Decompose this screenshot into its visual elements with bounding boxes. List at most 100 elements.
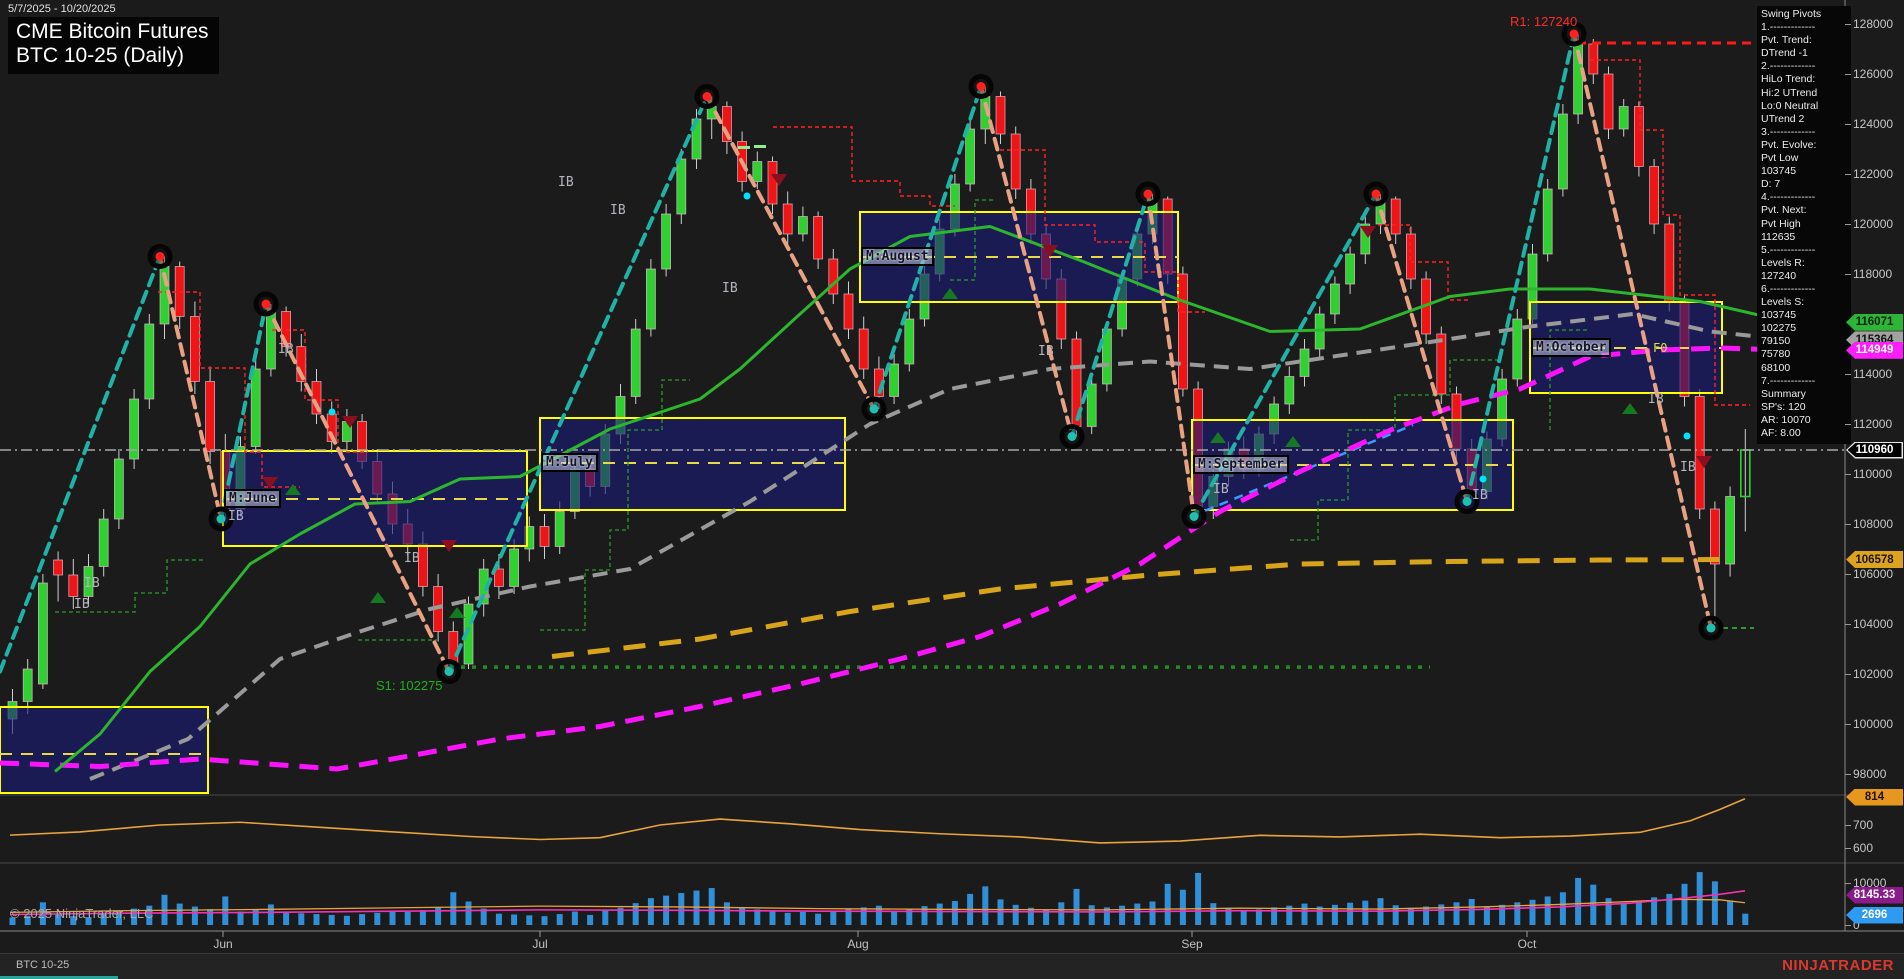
- price-tick-label: 122000: [1853, 167, 1893, 181]
- ib-label: IB: [278, 342, 294, 357]
- x-axis-label: Jun: [213, 937, 232, 951]
- price-tick-label: 102000: [1853, 667, 1893, 681]
- ib-label: IB: [1038, 344, 1054, 359]
- price-tickmark: [1845, 524, 1851, 525]
- ib-label: IB: [74, 597, 90, 612]
- swing-pivots-panel: Swing Pivots1.-------------Pvt. Trend:DT…: [1757, 6, 1851, 444]
- price-tickmark: [1845, 74, 1851, 75]
- price-tickmark: [1845, 24, 1851, 25]
- axis-value-badge: 114949: [1846, 342, 1903, 359]
- swing-panel-line: 79150: [1761, 335, 1851, 348]
- price-tick-label: 128000: [1853, 17, 1893, 31]
- price-tick-label: 104000: [1853, 617, 1893, 631]
- price-tickmark: [1845, 174, 1851, 175]
- price-tick-label: 126000: [1853, 67, 1893, 81]
- x-axis-label: Sep: [1181, 937, 1202, 951]
- swing-panel-line: Pvt Low: [1761, 152, 1851, 165]
- ib-label: IB: [404, 551, 420, 566]
- r1-resistance-label: R1: 127240: [1510, 14, 1577, 29]
- price-tickmark: [1845, 474, 1851, 475]
- price-tick-label: 112000: [1853, 417, 1892, 431]
- swing-panel-line: 7.-------------: [1761, 375, 1851, 388]
- swing-panel-line: Summary: [1761, 388, 1851, 401]
- ib-label: IB: [610, 203, 626, 218]
- swing-panel-line: 75780: [1761, 348, 1851, 361]
- swing-panel-line: AF: 8.00: [1761, 427, 1851, 440]
- x-axis-label: Aug: [847, 937, 868, 951]
- price-tickmark: [1845, 674, 1851, 675]
- volume-panel: [10, 872, 1749, 925]
- ib-label: IB: [558, 175, 574, 190]
- swing-panel-line: DTrend -1: [1761, 47, 1851, 60]
- indicator-tick-label: 600: [1853, 841, 1873, 855]
- month-box-label[interactable]: M:August: [861, 247, 934, 266]
- axis-value-badge-text: 116071: [1848, 315, 1902, 329]
- ninjatrader-logo: NINJATRADER: [1782, 957, 1894, 974]
- axis-value-badge: 2696: [1846, 907, 1903, 924]
- price-tick-label: 120000: [1853, 217, 1893, 231]
- swing-panel-line: Hi:2 UTrend: [1761, 87, 1851, 100]
- price-tick-label: 118000: [1853, 267, 1892, 281]
- axis-value-badge: 814: [1846, 789, 1903, 806]
- axis-value-badge-text: 814: [1848, 790, 1902, 804]
- panel2-indicator: [10, 799, 1745, 843]
- month-box-label[interactable]: M:June: [224, 489, 281, 508]
- tab-strip: [0, 953, 1904, 979]
- ib-label: IB: [1213, 482, 1229, 497]
- swing-panel-line: Swing Pivots: [1761, 8, 1851, 21]
- price-tickmark: [1845, 624, 1851, 625]
- swing-panel-line: 3.-------------: [1761, 126, 1851, 139]
- axis-value-badge: 106578: [1846, 551, 1903, 568]
- axis-value-badge-text: 110960: [1848, 443, 1902, 457]
- swing-panel-line: Levels S:: [1761, 296, 1851, 309]
- swing-panel-line: 4.-------------: [1761, 191, 1851, 204]
- axis-value-badge: 116071: [1846, 314, 1903, 331]
- price-tickmark: [1845, 724, 1851, 725]
- axis-value-badge-text: 2696: [1848, 908, 1902, 922]
- tab-btc-10-25[interactable]: BTC 10-25: [16, 959, 69, 971]
- indicator-tickmark: [1845, 925, 1851, 926]
- swing-panel-line: 103745: [1761, 309, 1851, 322]
- swing-panel-line: 2.-------------: [1761, 60, 1851, 73]
- x-axis-label: Jul: [532, 937, 547, 951]
- swing-panel-line: Pvt High: [1761, 218, 1851, 231]
- price-tickmark: [1845, 124, 1851, 125]
- axis-value-badge-text: 106578: [1848, 553, 1902, 567]
- swing-panel-line: Pvt. Next:: [1761, 204, 1851, 217]
- swing-panel-line: D: 7: [1761, 178, 1851, 191]
- ib-label: IB: [722, 281, 738, 296]
- price-tickmark: [1845, 774, 1851, 775]
- price-tickmark: [1845, 424, 1851, 425]
- month-box-label[interactable]: M:July: [541, 453, 598, 472]
- swing-panel-line: UTrend 2: [1761, 113, 1851, 126]
- price-tick-label: 108000: [1853, 517, 1893, 531]
- month-box-label[interactable]: M:September: [1193, 455, 1289, 474]
- ib-label: IB: [84, 576, 100, 591]
- swing-panel-line: 102275: [1761, 322, 1851, 335]
- swing-panel-line: 127240: [1761, 270, 1851, 283]
- price-tick-label: 98000: [1853, 767, 1886, 781]
- swing-panel-line: 5.-------------: [1761, 244, 1851, 257]
- chart-canvas[interactable]: [0, 0, 1904, 979]
- indicator-tick-label: 700: [1853, 818, 1873, 832]
- swing-panel-line: 103745: [1761, 165, 1851, 178]
- date-range: 5/7/2025 - 10/20/2025: [8, 3, 116, 15]
- price-tickmark: [1845, 224, 1851, 225]
- copyright-text: © 2025 NinjaTrader, LLC: [10, 906, 154, 921]
- month-box-label[interactable]: M:October: [1531, 338, 1611, 357]
- axis-value-badge-text: 8145.33: [1848, 888, 1902, 902]
- swing-panel-line: Lo:0 Neutral: [1761, 100, 1851, 113]
- s1-support-label: S1: 102275: [376, 678, 443, 693]
- contract-name: BTC 10-25 (Daily): [16, 44, 209, 68]
- ib-label: IB: [1472, 488, 1488, 503]
- price-tick-label: 100000: [1853, 717, 1893, 731]
- ib-label: IB: [1680, 460, 1696, 475]
- price-tickmark: [1845, 574, 1851, 575]
- instrument-name: CME Bitcoin Futures: [16, 20, 209, 44]
- ib-label: IB: [228, 509, 244, 524]
- f0-label: F0: [1653, 341, 1667, 355]
- swing-panel-line: AR: 10070: [1761, 414, 1851, 427]
- axis-value-badge: 110960: [1846, 442, 1903, 459]
- ib-label: IB: [1648, 392, 1664, 407]
- price-tick-label: 114000: [1853, 367, 1892, 381]
